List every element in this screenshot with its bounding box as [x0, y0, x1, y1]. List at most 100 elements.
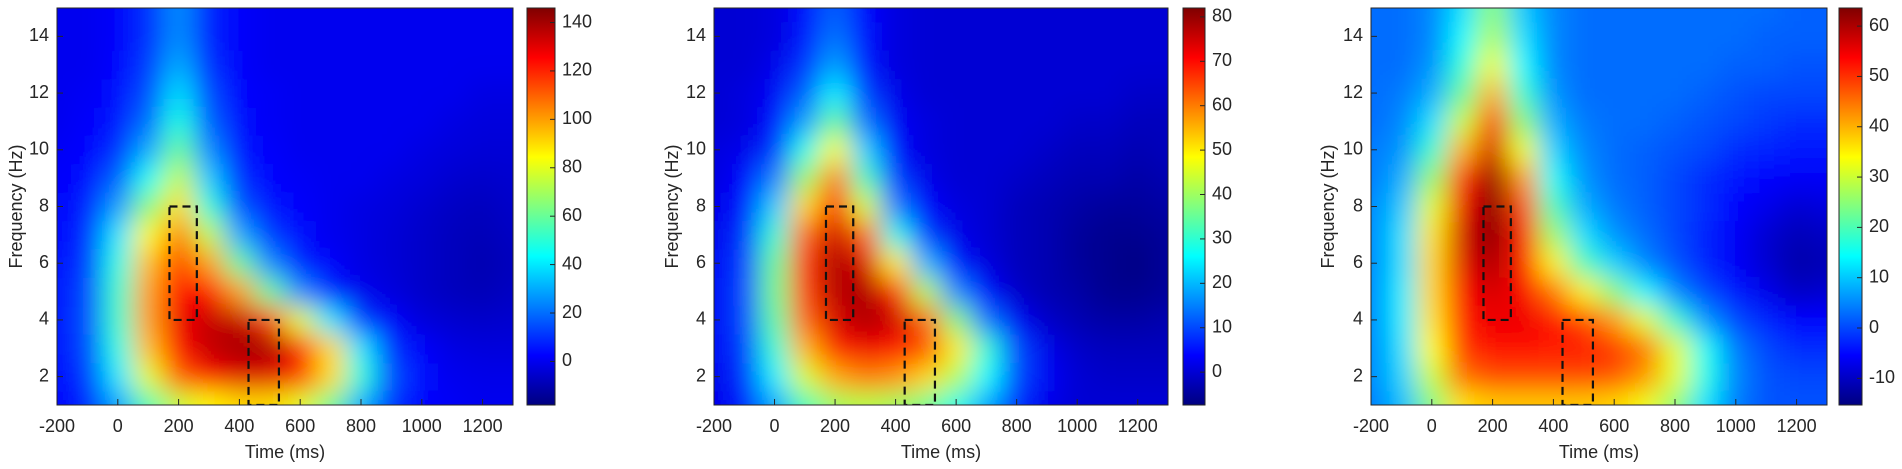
heatmap-cell: [1062, 362, 1093, 392]
heatmap-cell: [406, 107, 438, 137]
heatmap-cell: [1477, 135, 1509, 165]
heatmap-cell: [1386, 135, 1418, 165]
heatmap-cell: [729, 163, 760, 193]
heatmap-cell: [1122, 277, 1154, 307]
heatmap-cell: [254, 390, 286, 405]
heatmap-cell: [133, 305, 164, 335]
heatmap-cell: [163, 78, 195, 108]
heatmap-cell: [1371, 390, 1387, 405]
heatmap-cell: [910, 390, 942, 405]
heatmap-cell: [1447, 8, 1478, 23]
heatmap-cell: [1690, 334, 1722, 363]
heatmap-cell: [1538, 220, 1570, 250]
colorbar-tick-label: 0: [1212, 361, 1222, 381]
heatmap-cell: [345, 22, 377, 52]
heatmap-cell: [254, 362, 286, 392]
heatmap-cell: [910, 220, 942, 250]
heatmap-cell: [729, 305, 760, 335]
heatmap-cell: [1811, 50, 1827, 80]
heatmap-cell: [1031, 135, 1063, 165]
heatmap-cell: [1751, 78, 1782, 108]
heatmap-cell: [1062, 249, 1093, 278]
heatmap-cell: [376, 277, 408, 307]
heatmap-cell: [850, 78, 881, 108]
heatmap-cell: [1538, 50, 1570, 80]
heatmap-cell: [406, 305, 438, 335]
heatmap-cell: [285, 362, 316, 392]
heatmap-cell: [163, 249, 195, 278]
heatmap-cell: [1781, 277, 1813, 307]
heatmap-cell: [254, 50, 286, 80]
heatmap-cell: [1507, 50, 1539, 80]
heatmap-cell: [497, 220, 513, 250]
heatmap-cell: [789, 8, 821, 23]
heatmap-cell: [1001, 22, 1033, 52]
heatmap-cell: [1152, 22, 1168, 52]
heatmap-cell: [376, 249, 408, 278]
heatmap-cell: [1659, 249, 1691, 278]
heatmap-cell: [163, 390, 195, 405]
heatmap-cell: [1386, 22, 1418, 52]
heatmap-cell: [850, 163, 881, 193]
heatmap-cell: [102, 277, 134, 307]
heatmap-cell: [1629, 277, 1661, 307]
heatmap-cell: [345, 50, 377, 80]
x-axis-label: Time (ms): [1559, 442, 1639, 462]
heatmap-cell: [1538, 390, 1570, 405]
heatmap-cell: [163, 220, 195, 250]
heatmap-cell: [57, 277, 73, 307]
heatmap-cell: [714, 50, 730, 80]
heatmap-cell: [1122, 8, 1154, 23]
heatmap-cell: [1416, 220, 1448, 250]
heatmap-cell: [1568, 305, 1600, 335]
heatmap-cell: [224, 135, 256, 165]
heatmap-cell: [57, 78, 73, 108]
heatmap-cell: [193, 277, 225, 307]
heatmap-cell: [224, 78, 256, 108]
heatmap-cell: [254, 334, 286, 363]
heatmap-cell: [254, 22, 286, 52]
y-tick-label: 6: [39, 252, 49, 272]
heatmap-cell: [1811, 334, 1827, 363]
heatmap-cell: [102, 22, 134, 52]
heatmap-cell: [224, 362, 256, 392]
heatmap-cell: [1371, 8, 1387, 23]
heatmap-cell: [1538, 362, 1570, 392]
heatmap-cell: [789, 390, 821, 405]
colorbar-tick-label: 100: [562, 108, 592, 128]
heatmap-cell: [1568, 249, 1600, 278]
heatmap-cell: [1720, 334, 1752, 363]
heatmap-cell: [102, 8, 134, 23]
x-tick-label: 200: [1478, 416, 1508, 436]
heatmap-cell: [1122, 78, 1154, 108]
heatmap-cell: [971, 362, 1003, 392]
heatmap-cell: [1599, 249, 1630, 278]
heatmap-cell: [1477, 390, 1509, 405]
heatmap-cell: [1122, 249, 1154, 278]
heatmap-cell: [72, 362, 104, 392]
heatmap-cell: [1477, 249, 1509, 278]
heatmap-cell: [1031, 277, 1063, 307]
heatmap-cell: [467, 8, 499, 23]
heatmap-cell: [163, 277, 195, 307]
heatmap-cell: [1152, 192, 1168, 222]
y-axis-label: Frequency (Hz): [6, 144, 26, 268]
heatmap-cell: [759, 362, 791, 392]
heatmap-cell: [941, 220, 972, 250]
heatmap-cell: [910, 305, 942, 335]
heatmap-cell: [345, 107, 377, 137]
heatmap-cell: [1507, 135, 1539, 165]
heatmap-cell: [1416, 50, 1448, 80]
heatmap-cell: [819, 50, 851, 80]
heatmap-cell: [1720, 163, 1752, 193]
heatmap-cell: [819, 22, 851, 52]
y-axis-label: Frequency (Hz): [1318, 144, 1338, 268]
heatmap-cell: [467, 362, 499, 392]
heatmap-cell: [376, 163, 408, 193]
heatmap-cell: [1811, 249, 1827, 278]
colorbar-tick-label: 80: [1212, 6, 1232, 26]
heatmap-cell: [1659, 50, 1691, 80]
y-tick-label: 10: [686, 139, 706, 159]
heatmap-cell: [1031, 50, 1063, 80]
y-tick-label: 12: [1343, 82, 1363, 102]
